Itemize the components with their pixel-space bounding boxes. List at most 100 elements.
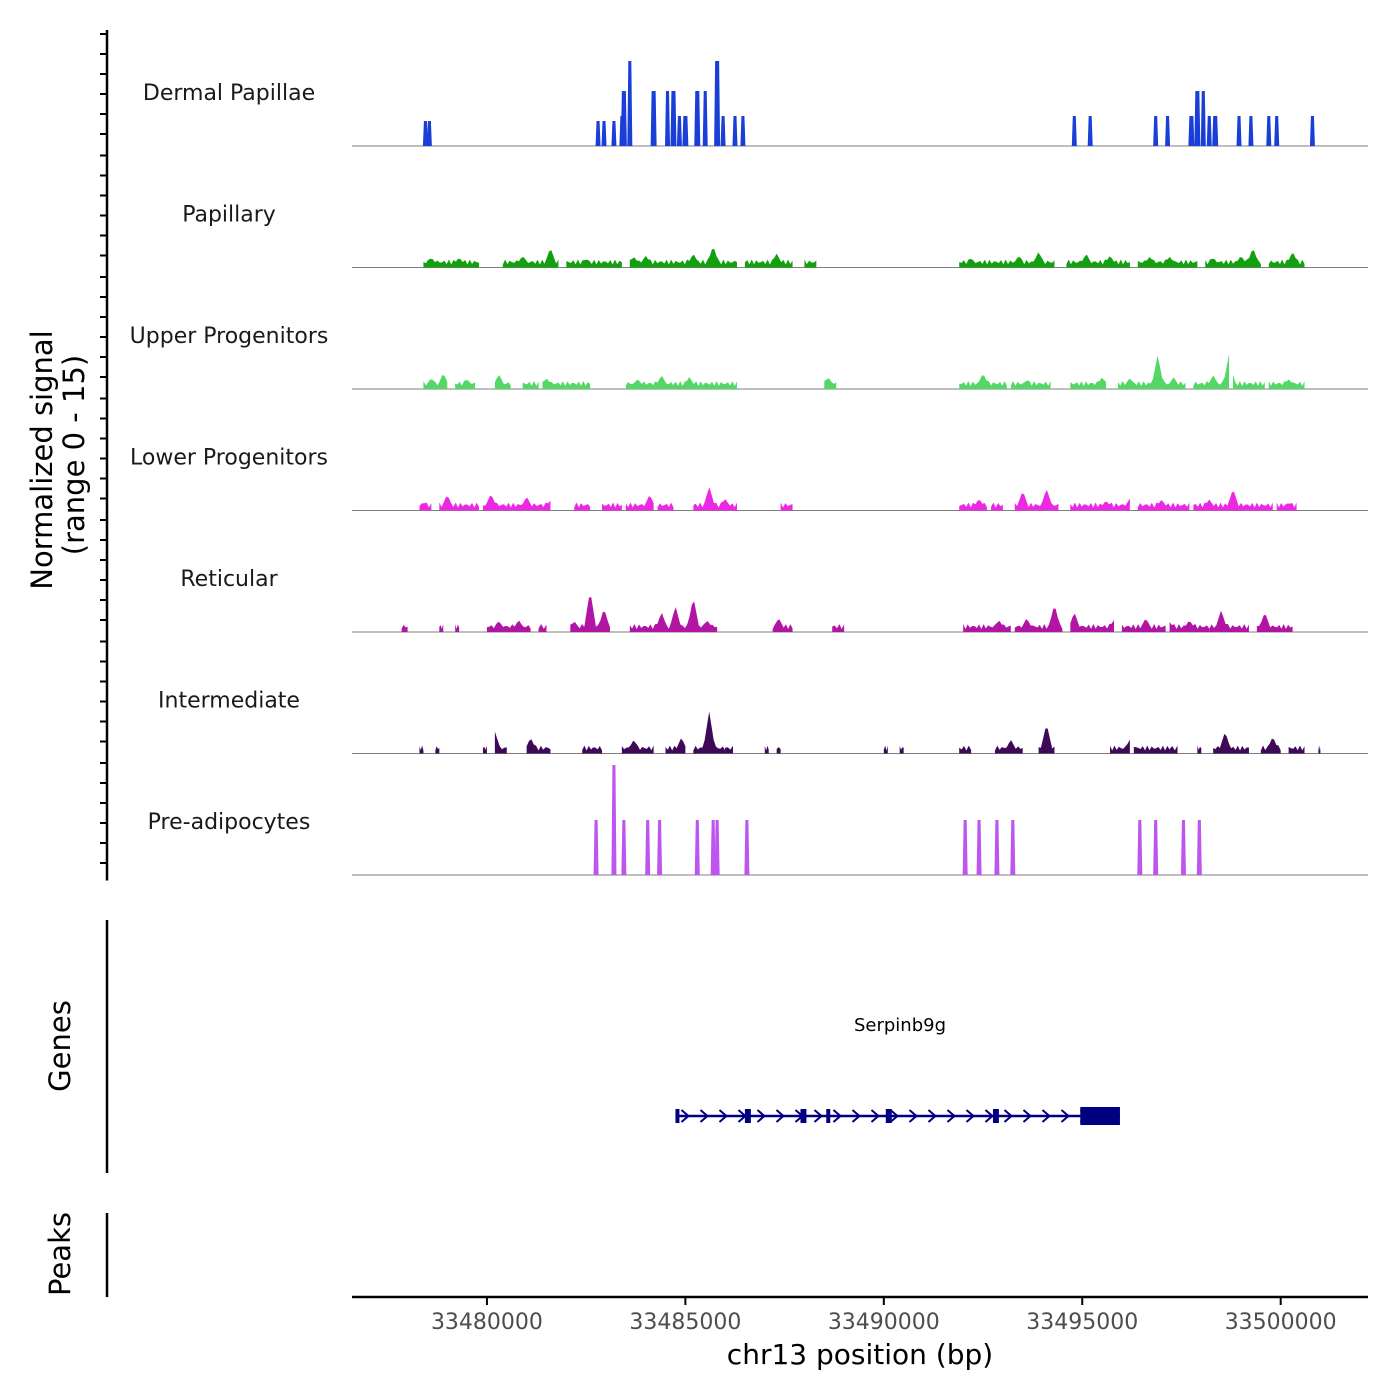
signal-peak-dermal-papillae-14 bbox=[702, 91, 708, 146]
signal-region-lower-progenitors-13 bbox=[1137, 500, 1190, 511]
x-tick-label-1: 33485000 bbox=[629, 1310, 741, 1335]
signal-region-reticular-14 bbox=[1209, 610, 1249, 632]
strand-arrow-10 bbox=[870, 1109, 880, 1123]
signal-region-reticular-5 bbox=[570, 597, 610, 632]
strand-arrow-12 bbox=[908, 1109, 918, 1123]
signal-region-reticular-8 bbox=[832, 624, 845, 632]
signal-region-intermediate-4 bbox=[526, 739, 551, 754]
signal-region-papillary-2 bbox=[566, 259, 622, 268]
signal-peak-dermal-papillae-1 bbox=[426, 121, 432, 146]
signal-region-intermediate-19 bbox=[1169, 745, 1178, 754]
x-axis-title: chr13 position (bp) bbox=[727, 1338, 993, 1371]
strand-arrow-14 bbox=[946, 1109, 956, 1123]
genes-panel-label: Genes bbox=[43, 1000, 77, 1092]
signal-region-lower-progenitors-14 bbox=[1193, 492, 1273, 511]
strand-arrow-0 bbox=[680, 1109, 690, 1123]
signal-peak-dermal-papillae-13 bbox=[694, 91, 701, 146]
y-axis-title-line2: (range 0 - 15) bbox=[57, 355, 91, 555]
signal-region-intermediate-18 bbox=[1133, 745, 1170, 754]
signal-peak-dermal-papillae-9 bbox=[665, 91, 671, 146]
signal-peak-dermal-papillae-12 bbox=[682, 116, 689, 146]
signal-peak-dermal-papillae-3 bbox=[601, 121, 607, 146]
gene-exon-4 bbox=[885, 1109, 892, 1123]
signal-region-reticular-13 bbox=[1169, 621, 1210, 632]
signal-region-intermediate-12 bbox=[883, 745, 888, 754]
signal-region-reticular-0 bbox=[401, 624, 408, 632]
signal-peak-dermal-papillae-18 bbox=[740, 116, 746, 146]
signal-peak-pre-adipocytes-16 bbox=[1196, 820, 1202, 875]
signal-region-lower-progenitors-11 bbox=[1014, 489, 1059, 511]
signal-region-lower-progenitors-1 bbox=[439, 496, 479, 511]
gene-model-serpinb9g bbox=[675, 1107, 1120, 1125]
signal-peak-pre-adipocytes-4 bbox=[657, 820, 663, 875]
strand-arrow-2 bbox=[718, 1109, 728, 1123]
signal-peak-dermal-papillae-20 bbox=[1087, 116, 1093, 146]
signal-region-papillary-6 bbox=[804, 259, 817, 268]
gene-exon-3 bbox=[826, 1109, 831, 1123]
signal-region-intermediate-11 bbox=[776, 747, 781, 754]
signal-region-papillary-9 bbox=[1137, 256, 1198, 268]
signal-region-lower-progenitors-5 bbox=[625, 495, 654, 511]
signal-region-lower-progenitors-7 bbox=[693, 487, 737, 511]
gene-exon-1 bbox=[744, 1109, 751, 1123]
track-label-pre-adipocytes: Pre-adipocytes bbox=[148, 810, 311, 835]
signal-peak-dermal-papillae-21 bbox=[1153, 116, 1159, 146]
signal-region-lower-progenitors-4 bbox=[602, 502, 622, 511]
signal-peak-dermal-papillae-16 bbox=[720, 116, 726, 146]
x-tick-label-4: 33500000 bbox=[1225, 1310, 1337, 1335]
signal-region-lower-progenitors-0 bbox=[419, 502, 432, 511]
signal-region-upper-progenitors-6 bbox=[673, 377, 737, 389]
strand-arrow-16 bbox=[984, 1109, 994, 1123]
signal-region-upper-progenitors-2 bbox=[494, 375, 511, 389]
signal-region-papillary-8 bbox=[1066, 254, 1130, 268]
signal-region-upper-progenitors-1 bbox=[455, 380, 476, 389]
signal-peak-pre-adipocytes-10 bbox=[976, 820, 982, 875]
signal-region-lower-progenitors-3 bbox=[574, 502, 591, 511]
track-papillary: Papillary bbox=[100, 154, 1368, 268]
gene-exon-2 bbox=[800, 1109, 807, 1123]
signal-peak-dermal-papillae-25 bbox=[1200, 91, 1206, 146]
signal-region-papillary-1 bbox=[502, 250, 559, 268]
signal-region-lower-progenitors-12 bbox=[1070, 498, 1130, 511]
signal-region-reticular-12 bbox=[1121, 619, 1166, 632]
signal-region-intermediate-10 bbox=[764, 745, 769, 754]
signal-region-papillary-10 bbox=[1205, 250, 1261, 268]
signal-peak-pre-adipocytes-15 bbox=[1180, 820, 1186, 875]
track-upper-progenitors: Upper Progenitors bbox=[100, 276, 1368, 390]
signal-peak-dermal-papillae-15 bbox=[714, 61, 721, 146]
signal-region-upper-progenitors-10 bbox=[1070, 377, 1107, 389]
signal-peak-dermal-papillae-7 bbox=[627, 61, 633, 146]
signal-peak-dermal-papillae-27 bbox=[1212, 116, 1219, 146]
signal-peak-pre-adipocytes-7 bbox=[714, 820, 720, 875]
signal-region-upper-progenitors-4 bbox=[542, 378, 591, 389]
gene-name-label: Serpinb9g bbox=[854, 1015, 946, 1036]
strand-arrow-19 bbox=[1041, 1109, 1051, 1123]
signal-peak-pre-adipocytes-9 bbox=[962, 820, 968, 875]
signal-peak-dermal-papillae-2 bbox=[595, 121, 601, 146]
signal-region-reticular-4 bbox=[538, 624, 547, 632]
signal-region-intermediate-21 bbox=[1213, 733, 1249, 754]
track-lower-progenitors: Lower Progenitors bbox=[100, 397, 1368, 511]
signal-peak-pre-adipocytes-3 bbox=[645, 820, 651, 875]
strand-arrow-1 bbox=[699, 1109, 709, 1123]
track-label-intermediate: Intermediate bbox=[158, 689, 300, 714]
signal-peak-dermal-papillae-0 bbox=[422, 121, 428, 146]
signal-peak-dermal-papillae-11 bbox=[676, 116, 682, 146]
signal-peak-dermal-papillae-32 bbox=[1309, 116, 1315, 146]
signal-peak-pre-adipocytes-11 bbox=[994, 820, 1000, 875]
peaks-panel-label: Peaks bbox=[43, 1212, 77, 1296]
signal-region-intermediate-9 bbox=[725, 745, 733, 754]
signal-region-intermediate-24 bbox=[1318, 745, 1321, 754]
strand-arrow-5 bbox=[775, 1109, 785, 1123]
signal-peak-dermal-papillae-23 bbox=[1188, 116, 1195, 146]
x-tick-label-3: 33495000 bbox=[1026, 1310, 1138, 1335]
signal-region-upper-progenitors-7 bbox=[824, 378, 837, 389]
signal-region-lower-progenitors-2 bbox=[482, 495, 551, 511]
signal-region-reticular-1 bbox=[439, 624, 444, 632]
signal-region-reticular-2 bbox=[455, 624, 460, 632]
signal-region-lower-progenitors-8 bbox=[780, 502, 793, 511]
signal-region-reticular-10 bbox=[1014, 608, 1063, 632]
signal-region-intermediate-16 bbox=[1038, 728, 1055, 754]
y-axis-title-line1: Normalized signal bbox=[25, 330, 59, 589]
